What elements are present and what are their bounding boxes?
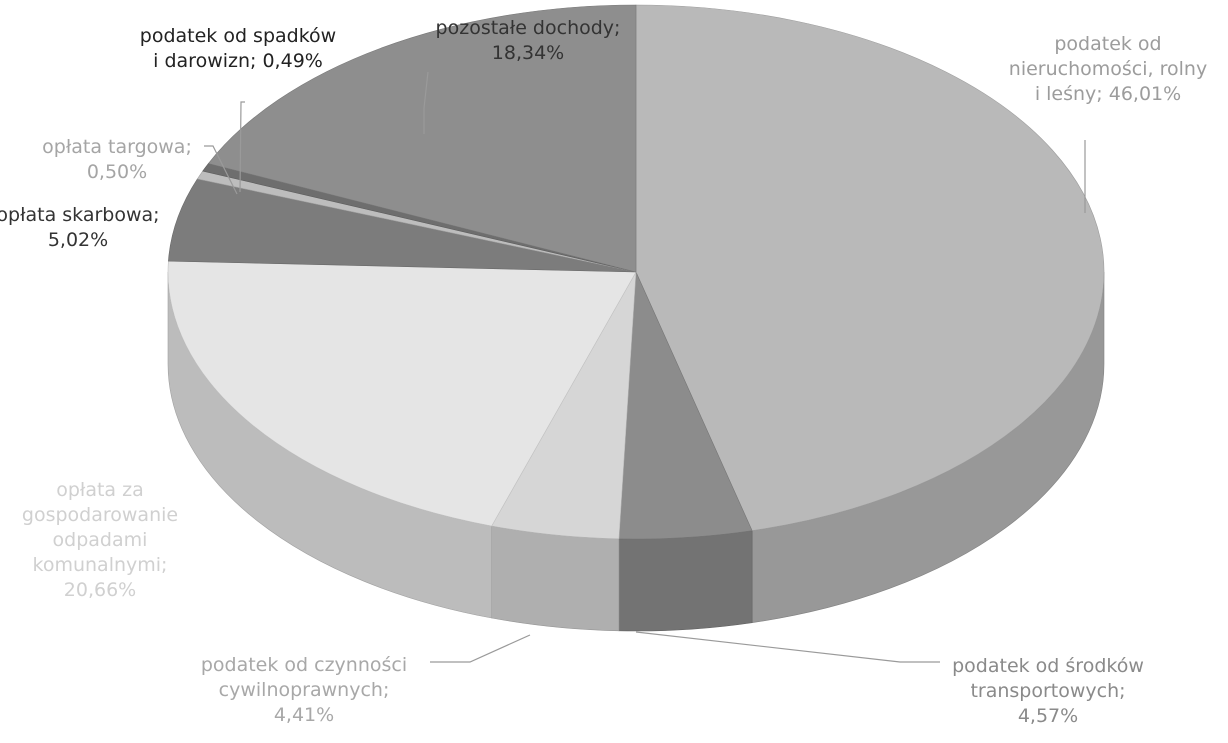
slice-label-line: 18,34% bbox=[492, 42, 564, 64]
slice-label-line: gospodarowanie bbox=[22, 504, 178, 526]
leader-line-2 bbox=[635, 631, 940, 663]
slice-label-line: transportowych; bbox=[970, 680, 1125, 702]
slice-label-7: podatek od spadków i darowizn; 0,49% bbox=[140, 25, 336, 72]
slice-label-3: podatek od czynności cywilnoprawnych; 4,41… bbox=[201, 654, 407, 726]
slice-label-line: komunalnymi; bbox=[33, 554, 168, 576]
slice-label-line: nieruchomości, rolny bbox=[1009, 58, 1207, 80]
slice-label-line: cywilnoprawnych; bbox=[219, 679, 390, 701]
leader-line-8 bbox=[423, 71, 429, 134]
slice-label-line: i darowizn; 0,49% bbox=[153, 50, 323, 72]
slice-label-6: opłata targowa; 0,50% bbox=[42, 136, 192, 183]
slice-label-line: podatek od bbox=[1054, 33, 1161, 55]
slice-label-line: opłata za bbox=[56, 479, 143, 501]
slice-label-8: pozostałe dochody; 18,34% bbox=[436, 17, 621, 64]
pie-top-layer bbox=[167, 4, 1105, 540]
slice-label-line: odpadami bbox=[53, 529, 148, 551]
slice-label-line: opłata skarbowa; bbox=[0, 204, 160, 226]
slice-label-4: opłata za gospodarowanie odpadami komunalny… bbox=[22, 479, 178, 601]
slice-label-line: 20,66% bbox=[64, 579, 136, 601]
slice-label-line: podatek od spadków bbox=[140, 25, 336, 47]
slice-label-line: 5,02% bbox=[48, 229, 108, 251]
leader-line-6 bbox=[204, 145, 238, 195]
slice-label-line: i leśny; 46,01% bbox=[1035, 83, 1181, 105]
slice-label-line: 4,57% bbox=[1018, 705, 1078, 727]
slice-label-line: 0,50% bbox=[87, 161, 147, 183]
slice-label-line: podatek od czynności bbox=[201, 654, 407, 676]
slice-label-2: podatek od środków transportowych; 4,57% bbox=[952, 655, 1144, 727]
leader-line-3 bbox=[430, 634, 531, 663]
slice-label-1: podatek od nieruchomości, rolny i leśny; 4… bbox=[1009, 33, 1207, 105]
pie-depth-layer bbox=[167, 271, 1105, 632]
slice-labels: podatek od nieruchomości, rolny i leśny; 4… bbox=[0, 17, 1207, 727]
pie-slice-1 bbox=[635, 4, 1105, 531]
pie-slice-4 bbox=[167, 260, 637, 527]
slice-label-line: podatek od środków bbox=[952, 655, 1144, 677]
pie-slice-5 bbox=[168, 178, 637, 273]
pie-slice-8 bbox=[207, 4, 637, 273]
slice-side-3 bbox=[491, 525, 620, 632]
slice-label-line: 4,41% bbox=[274, 704, 334, 726]
leader-lines bbox=[204, 71, 1086, 663]
slice-side-2 bbox=[618, 530, 753, 632]
slice-label-line: pozostałe dochody; bbox=[436, 17, 621, 39]
slice-label-line: opłata targowa; bbox=[42, 136, 192, 158]
leader-line-7 bbox=[239, 101, 245, 193]
slice-label-5: opłata skarbowa; 5,02% bbox=[0, 204, 160, 251]
